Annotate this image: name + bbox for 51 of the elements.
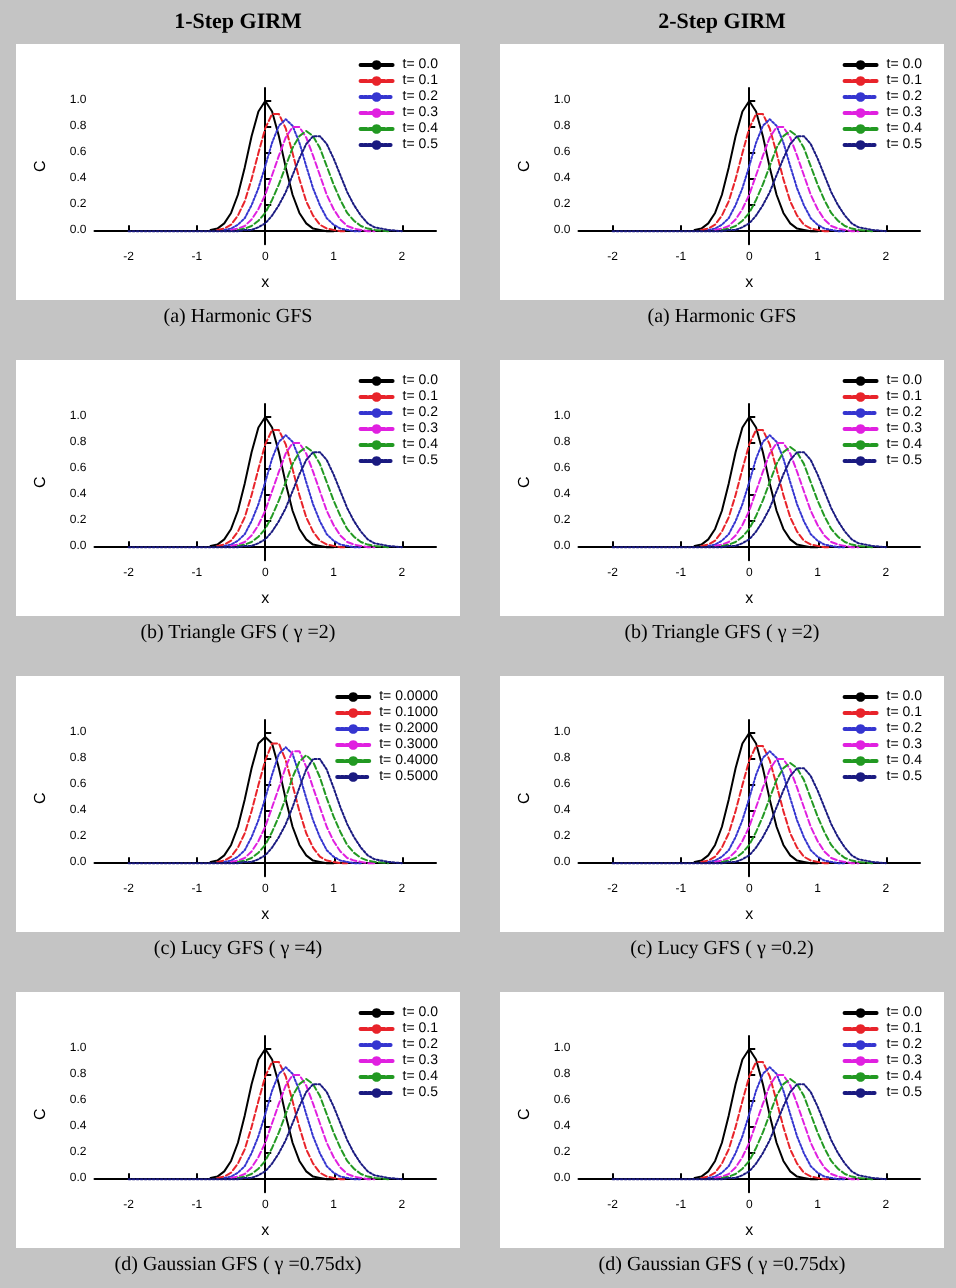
line-series [230, 750, 376, 865]
chart-title: 2-Step GIRM [656, 10, 788, 34]
y-axis-title: C [515, 475, 533, 488]
y-axis-title: C [515, 1107, 533, 1120]
line-series [127, 451, 403, 549]
line-series [127, 1083, 403, 1181]
text: (d) Gaussian GFS ( γ =0.75dx) [112, 1254, 364, 1276]
line-series [216, 429, 349, 549]
line-series [216, 1061, 349, 1181]
x-axis-title: x [261, 273, 270, 291]
line-series [611, 1083, 887, 1181]
y-axis-title: C [515, 159, 533, 172]
text: (b) Triangle GFS ( γ =2) [622, 622, 822, 644]
text: (a) Harmonic GFS [645, 306, 799, 328]
line-series [236, 754, 390, 865]
chart-title: 1-Step GIRM [172, 10, 304, 34]
line-series [611, 135, 887, 233]
x-axis-title: x [261, 589, 270, 607]
line-series [223, 434, 362, 549]
x-axis-title: x [745, 273, 754, 291]
line-series [700, 745, 833, 865]
y-axis-title: C [31, 791, 49, 804]
y-axis-title: C [31, 475, 49, 488]
x-axis-title: x [745, 905, 754, 923]
line-series [611, 451, 887, 549]
line-series [611, 767, 887, 865]
line-series [700, 429, 833, 549]
line-series [216, 113, 349, 233]
line-series [707, 434, 846, 549]
x-axis-title: x [261, 1221, 270, 1239]
x-axis-title: x [745, 1221, 754, 1239]
line-series [216, 742, 349, 865]
y-axis-title: C [515, 791, 533, 804]
y-axis-title: C [31, 1107, 49, 1120]
line-series [223, 1066, 362, 1181]
line-series [223, 118, 362, 233]
line-series [707, 118, 846, 233]
text: (d) Gaussian GFS ( γ =0.75dx) [596, 1254, 848, 1276]
text: (a) Harmonic GFS [161, 306, 315, 328]
y-axis-title: C [31, 159, 49, 172]
line-series [707, 750, 846, 865]
line-series [700, 113, 833, 233]
text: (c) Lucy GFS ( γ =4) [151, 938, 325, 960]
line-series [707, 1066, 846, 1181]
x-axis-title: x [745, 589, 754, 607]
text: (c) Lucy GFS ( γ =0.2) [628, 938, 816, 960]
text: (b) Triangle GFS ( γ =2) [138, 622, 338, 644]
line-series [700, 1061, 833, 1181]
x-axis-title: x [261, 905, 270, 923]
line-series [223, 746, 362, 865]
line-series [127, 135, 403, 233]
